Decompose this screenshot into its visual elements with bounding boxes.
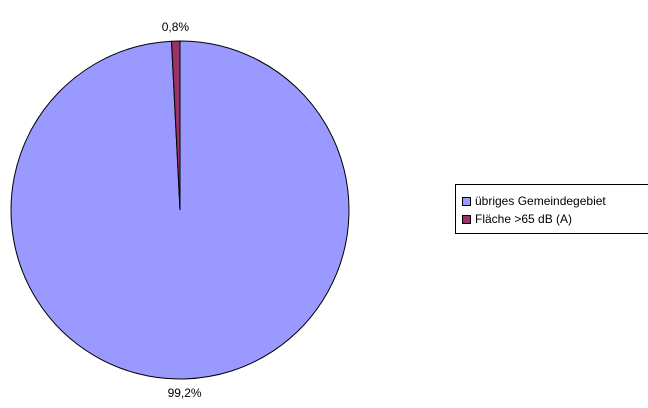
pie-slice-flaeche-65db: [170, 40, 181, 211]
pie-slices: [10, 40, 350, 380]
pie-data-label-uebriges-gemeindegebiet: 99,2%: [168, 386, 202, 400]
legend-item-uebriges-gemeindegebiet: übriges Gemeindegebiet: [462, 194, 606, 208]
legend-swatch-uebriges-gemeindegebiet: [462, 196, 471, 206]
pie-data-labels: 99,2% 0,8%: [162, 20, 202, 400]
pie-data-label-flaeche-65db: 0,8%: [162, 20, 190, 34]
legend: übriges Gemeindegebiet Fläche >65 dB (A): [455, 184, 648, 234]
legend-label-uebriges-gemeindegebiet: übriges Gemeindegebiet: [475, 194, 606, 208]
legend-item-flaeche-65db: Fläche >65 dB (A): [462, 212, 572, 226]
legend-swatch-flaeche-65db: [462, 214, 471, 224]
legend-label-flaeche-65db: Fläche >65 dB (A): [475, 212, 573, 226]
